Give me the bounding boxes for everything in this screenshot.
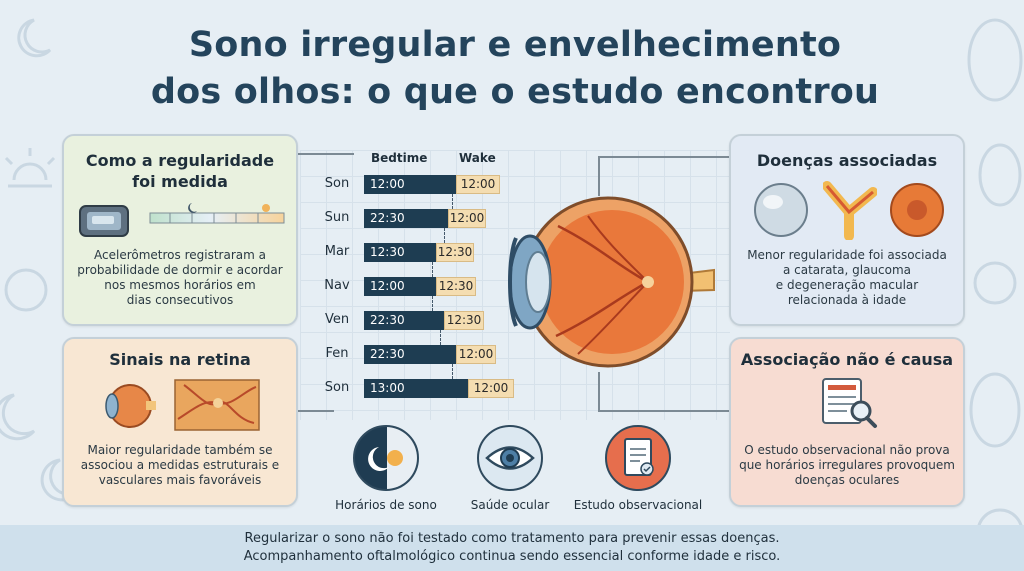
- sun-icon: [4, 148, 56, 188]
- connector-line: [294, 410, 334, 412]
- wake-bar: 12:00: [456, 175, 500, 194]
- sleep-schedule-icon: [353, 425, 419, 491]
- measurement-card: Como a regularidade foi medida Acelerôme…: [62, 134, 298, 326]
- measurement-title-line-2: foi medida: [132, 172, 228, 191]
- retina-fundus-icon: [174, 379, 260, 431]
- eye-health-icon: [477, 425, 543, 491]
- schedule-connector: [432, 262, 433, 277]
- diseases-card: Doenças associadas Menor regularidade fo…: [729, 134, 965, 326]
- text-line: relacionada à idade: [787, 293, 907, 307]
- causation-card: Associação não é causa O estudo observac…: [729, 337, 965, 507]
- bedtime-bar: 22:30: [364, 209, 448, 228]
- bedtime-header: Bedtime: [371, 151, 428, 165]
- wake-bar: 12:00: [456, 345, 496, 364]
- cataract-lens-icon: [754, 183, 808, 237]
- schedule-connector: [452, 364, 453, 379]
- eye-outline-icon: [967, 18, 1023, 102]
- causation-description: O estudo observacional não prova que hor…: [739, 443, 955, 488]
- text-line: e degeneração macular: [775, 278, 919, 292]
- observational-study-icon: [605, 425, 671, 491]
- bedtime-bar: 22:30: [364, 345, 456, 364]
- sleep-gradient-bar: [149, 203, 285, 224]
- eye-anatomy-illustration: [508, 196, 715, 368]
- eye-outline-icon: [969, 372, 1021, 448]
- document-check-icon: [624, 438, 654, 476]
- schedule-connector: [440, 330, 441, 345]
- moon-icon: [0, 393, 36, 441]
- wake-bar: 12:00: [448, 209, 486, 228]
- sleep-schedule-label: Horários de sono: [335, 498, 437, 512]
- text-line: Maior regularidade também se: [87, 443, 273, 457]
- text-line: Menor regularidade foi associada: [747, 248, 947, 262]
- connector-line: [598, 372, 600, 410]
- diseases-card-title: Doenças associadas: [756, 151, 938, 170]
- text-line: dias consecutivos: [126, 293, 234, 307]
- connector-line: [598, 156, 729, 158]
- wake-bar: 12:30: [436, 243, 474, 262]
- causation-card-title: Associação não é causa: [740, 350, 954, 369]
- footer-line-1: Regularizar o sono não foi testado como …: [244, 531, 780, 546]
- moon-icon: [17, 18, 52, 58]
- schedule-connector: [452, 194, 453, 209]
- eye-health-label: Saúde ocular: [470, 498, 550, 512]
- text-line: associou a medidas estruturais e: [80, 458, 280, 472]
- schedule-connector: [432, 296, 433, 311]
- wake-bar: 12:30: [444, 311, 484, 330]
- text-line: a catarata, glaucoma: [782, 263, 912, 277]
- text-line: Acelerômetros registraram a: [94, 248, 266, 262]
- moon-icon: [188, 203, 197, 213]
- footer-line-2: Acompanhamento oftalmológico continua se…: [243, 549, 781, 564]
- retina-card: Sinais na retina Maior regularidade tamb…: [62, 337, 298, 507]
- wake-bar: 12:00: [468, 379, 514, 398]
- bedtime-bar: 22:30: [364, 311, 444, 330]
- optic-nerve-icon: [823, 181, 877, 240]
- schedule-day-label: Son: [324, 176, 350, 191]
- schedule-day-label: Fen: [325, 346, 349, 361]
- wake-bar: 12:30: [436, 277, 476, 296]
- clock-icon: [4, 268, 48, 312]
- text-line: probabilidade de dormir e acordar: [77, 263, 283, 277]
- sun-icon: [262, 204, 270, 212]
- footer-disclaimer: Regularizar o sono não foi testado como …: [0, 525, 1024, 571]
- wake-header: Wake: [459, 151, 496, 165]
- text-line: que horários irregulares provoquem: [739, 458, 955, 472]
- title-line-2: dos olhos: o que o estudo encontrou: [150, 72, 880, 112]
- bedtime-bar: 13:00: [364, 379, 468, 398]
- schedule-day-label: Son: [324, 380, 350, 395]
- document-magnifier-icon: [822, 378, 877, 428]
- observational-study-label: Estudo observacional: [573, 498, 703, 512]
- schedule-connector: [444, 228, 445, 243]
- clock-icon: [973, 261, 1017, 305]
- retina-description: Maior regularidade também se associou a …: [72, 443, 288, 488]
- bedtime-bar: 12:00: [364, 175, 456, 194]
- connector-line: [598, 410, 729, 412]
- macula-icon: [890, 183, 944, 237]
- text-line: doenças oculares: [794, 473, 900, 487]
- bedtime-bar: 12:00: [364, 277, 436, 296]
- connector-line: [294, 153, 354, 155]
- measurement-title-line-1: Como a regularidade: [85, 151, 275, 170]
- text-line: vasculares mais favoráveis: [98, 473, 262, 487]
- connector-line: [598, 156, 600, 196]
- bedtime-bar: 12:30: [364, 243, 436, 262]
- page-title: Sono irregular e envelhecimento dos olho…: [120, 22, 910, 116]
- measurement-card-title: Como a regularidade foi medida: [64, 150, 296, 192]
- eye-cross-section-icon: [105, 384, 156, 428]
- text-line: O estudo observacional não prova: [744, 443, 950, 457]
- measurement-description: Acelerômetros registraram a probabilidad…: [72, 248, 288, 308]
- schedule-day-label: Mar: [324, 244, 350, 259]
- title-line-1: Sono irregular e envelhecimento: [188, 25, 842, 65]
- schedule-day-label: Sun: [324, 210, 350, 225]
- diseases-description: Menor regularidade foi associada a catar…: [739, 248, 955, 308]
- moon-sun-icon: [368, 427, 417, 489]
- eye-icon: [485, 446, 535, 470]
- retina-card-title: Sinais na retina: [109, 350, 251, 369]
- text-line: nos mesmos horários em: [104, 278, 256, 292]
- schedule-day-label: Nav: [324, 278, 350, 293]
- accelerometer-device-icon: [79, 205, 129, 237]
- schedule-day-label: Ven: [324, 312, 350, 327]
- eye-outline-icon: [978, 143, 1022, 207]
